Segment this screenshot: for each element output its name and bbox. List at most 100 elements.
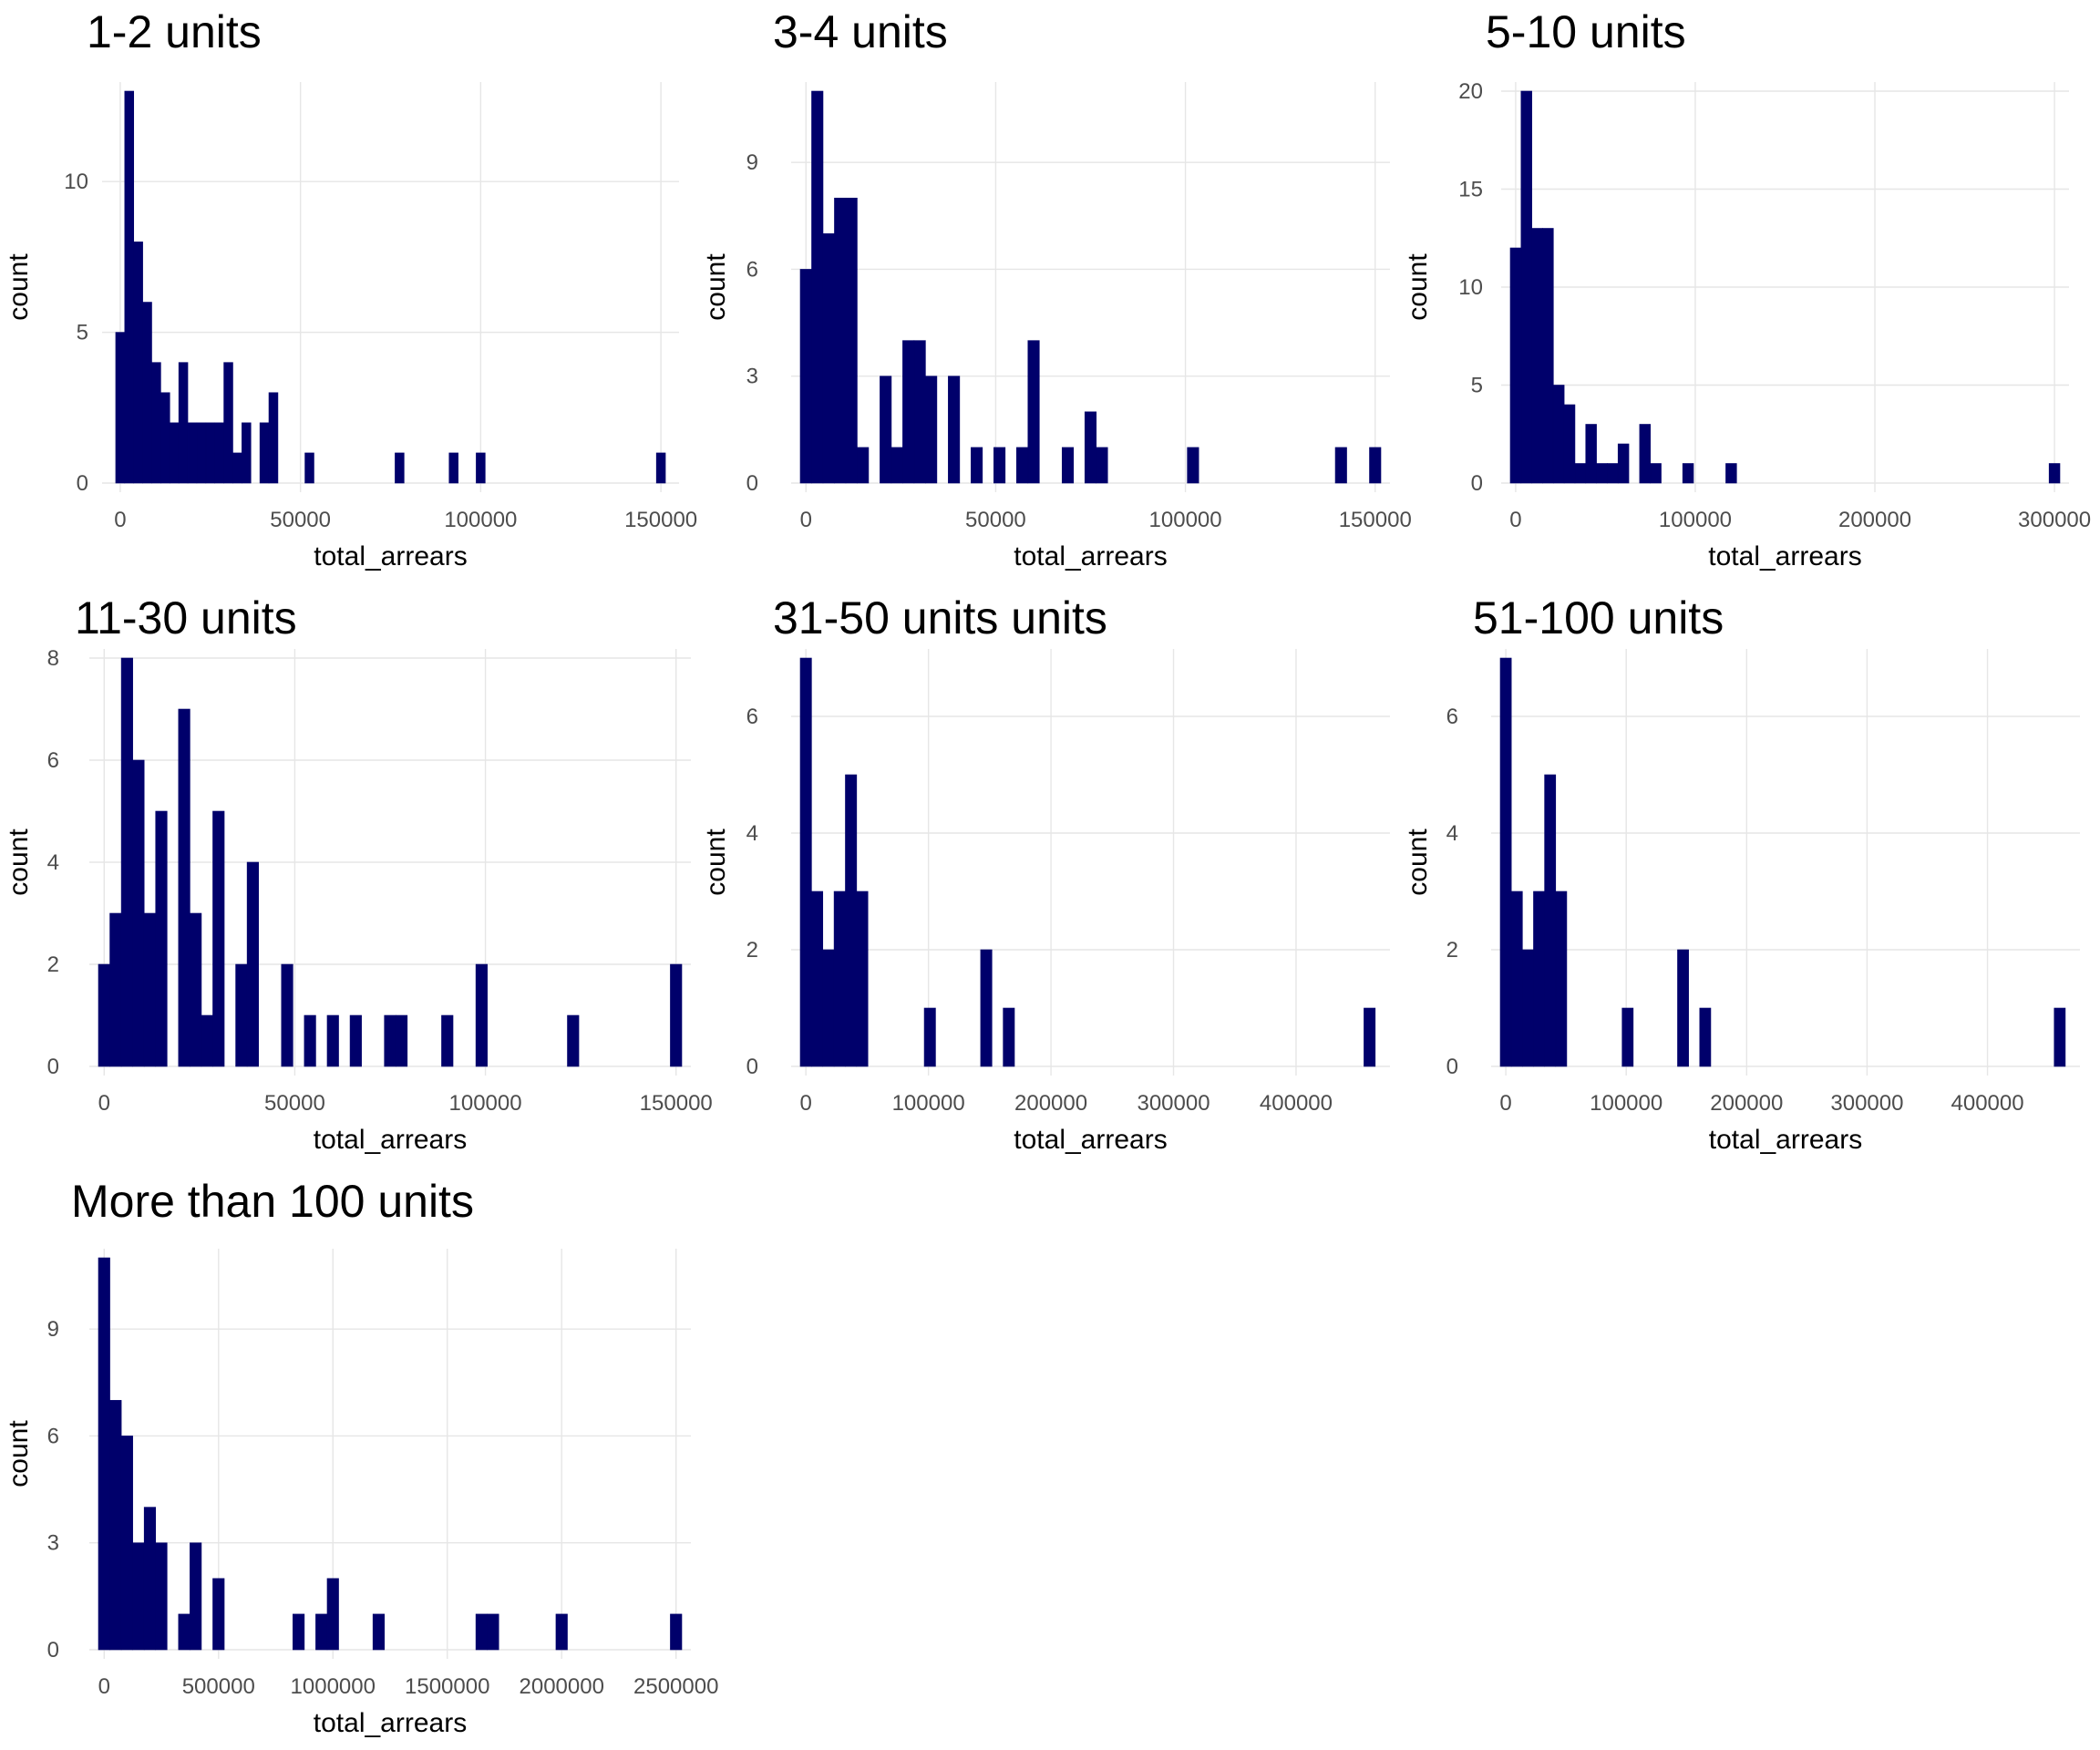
- histogram-bar: [1677, 949, 1689, 1067]
- histogram-bar: [441, 1014, 454, 1067]
- histogram-bar: [160, 392, 170, 484]
- histogram-bar: [372, 1613, 386, 1651]
- y-tick-label: 8: [47, 646, 59, 671]
- x-axis-title: total_arrears: [1709, 1125, 1862, 1155]
- histogram-bar: [190, 1542, 202, 1651]
- histogram-bar: [214, 422, 224, 484]
- histogram-bar: [670, 963, 683, 1067]
- y-axis-title: count: [4, 253, 34, 321]
- histogram-bar: [187, 422, 198, 484]
- histogram-bar: [1725, 463, 1737, 484]
- x-tick-label: 0: [1499, 1091, 1511, 1116]
- x-tick-label: 0: [800, 1091, 812, 1116]
- histogram-bar: [1682, 463, 1694, 484]
- y-tick-label: 10: [1458, 275, 1483, 300]
- histogram-bar: [1639, 424, 1652, 484]
- y-axis-title: count: [4, 829, 34, 896]
- histogram-bar: [115, 332, 126, 484]
- histogram-bar: [155, 810, 168, 1067]
- x-axis-title: total_arrears: [314, 541, 467, 571]
- x-tick-label: 2000000: [520, 1674, 604, 1699]
- histogram-bar: [1499, 657, 1512, 1067]
- histogram-bar: [395, 452, 405, 484]
- y-tick-label: 0: [746, 1055, 758, 1079]
- x-tick-label: 100000: [444, 508, 517, 532]
- histogram-bar: [1621, 1007, 1634, 1067]
- y-axis-title: count: [1403, 253, 1433, 321]
- histogram-bar: [120, 1436, 133, 1651]
- histogram-bar: [120, 657, 133, 1067]
- panel-title: 51-100 units: [1473, 592, 1724, 643]
- histogram-bar: [1016, 447, 1029, 484]
- histogram-bar: [242, 422, 252, 484]
- histogram-bar: [212, 810, 225, 1067]
- histogram-bar: [1531, 228, 1543, 484]
- histogram-bar: [993, 447, 1006, 484]
- histogram-bar: [315, 1613, 328, 1651]
- x-tick-label: 1000000: [291, 1674, 376, 1699]
- histogram-bar: [1096, 447, 1108, 484]
- x-axis-title: total_arrears: [1708, 541, 1861, 571]
- x-tick-label: 2500000: [633, 1674, 718, 1699]
- y-tick-label: 0: [1471, 471, 1483, 496]
- y-tick-label: 5: [1471, 374, 1483, 398]
- histogram-panel: 0 2 4 6 0 100000 200000 300000 400000 31-50 units…: [701, 592, 1390, 1155]
- histogram-bar: [923, 1007, 936, 1067]
- histogram-bar: [1596, 463, 1608, 484]
- histogram-bar: [190, 912, 202, 1067]
- y-tick-label: 6: [47, 1424, 59, 1448]
- histogram-bar: [1334, 447, 1347, 484]
- x-tick-label: 300000: [1830, 1091, 1903, 1116]
- histogram-bar: [1364, 1007, 1376, 1067]
- histogram-bar: [1510, 890, 1523, 1067]
- histogram-bar: [448, 452, 458, 484]
- y-tick-label: 0: [1446, 1055, 1458, 1079]
- histogram-bar: [475, 963, 488, 1067]
- histogram-bar: [890, 447, 903, 484]
- x-tick-label: 400000: [1951, 1091, 2024, 1116]
- panel-title: 3-4 units: [773, 6, 948, 57]
- histogram-bar: [925, 376, 938, 484]
- panel-title: 11-30 units: [75, 592, 297, 643]
- histogram-bar: [124, 90, 135, 484]
- y-tick-label: 5: [77, 321, 88, 345]
- histogram-bar: [132, 759, 145, 1067]
- y-tick-label: 6: [1446, 705, 1458, 729]
- histogram-bar: [476, 452, 486, 484]
- y-axis-title: count: [701, 253, 731, 321]
- histogram-bar: [109, 912, 122, 1067]
- x-axis-title: total_arrears: [314, 1125, 467, 1155]
- histogram-bar: [833, 890, 846, 1067]
- x-tick-label: 200000: [1838, 508, 1911, 532]
- histogram-bar: [293, 1613, 305, 1651]
- y-tick-label: 2: [1446, 938, 1458, 962]
- y-axis-title: count: [701, 829, 731, 896]
- histogram-bar: [169, 422, 180, 484]
- histogram-panel: 0 3 6 9 0 500000 1000000 1500000 2000000 2500000 M…: [4, 1176, 718, 1738]
- histogram-bar: [246, 861, 259, 1067]
- histogram-bar: [155, 1542, 168, 1651]
- x-tick-label: 200000: [1014, 1091, 1087, 1116]
- histogram-bar: [1509, 247, 1522, 484]
- histogram-bar: [670, 1613, 683, 1651]
- histogram-bar: [567, 1014, 580, 1067]
- y-tick-label: 4: [1446, 821, 1458, 846]
- y-tick-label: 10: [64, 170, 88, 194]
- histogram-bar: [232, 452, 242, 484]
- histogram-bar: [1542, 228, 1554, 484]
- x-tick-label: 100000: [1659, 508, 1732, 532]
- y-tick-label: 0: [47, 1055, 59, 1079]
- y-axis-title: count: [1403, 829, 1433, 896]
- x-tick-label: 50000: [270, 508, 331, 532]
- x-tick-label: 0: [98, 1091, 110, 1116]
- y-axis-title: count: [4, 1420, 34, 1488]
- y-tick-label: 0: [746, 471, 758, 496]
- histogram-bar: [1522, 949, 1534, 1067]
- histogram-bar: [1027, 340, 1040, 484]
- histogram-bar: [555, 1613, 568, 1651]
- histogram-bar: [913, 340, 926, 484]
- histogram-bar: [1617, 443, 1630, 484]
- x-tick-label: 50000: [264, 1091, 325, 1116]
- x-tick-label: 100000: [449, 1091, 522, 1116]
- histogram-bar: [133, 242, 143, 484]
